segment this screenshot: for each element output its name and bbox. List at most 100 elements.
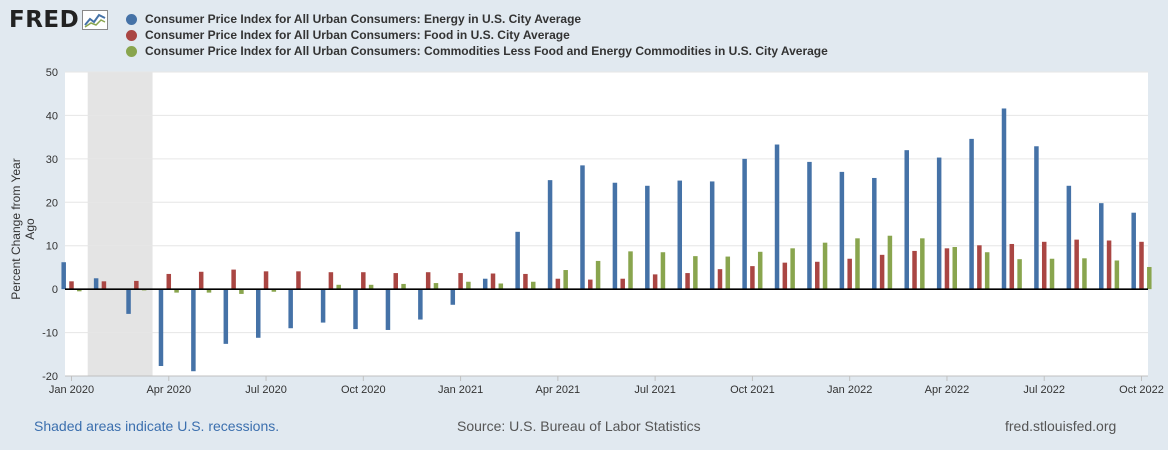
x-tick-label: Oct 2021 <box>730 384 775 396</box>
bar <box>920 238 925 290</box>
legend-label-energy: Consumer Price Index for All Urban Consu… <box>145 12 582 26</box>
bar <box>912 250 917 290</box>
bar <box>174 289 179 293</box>
x-tick-label: Jul 2020 <box>245 384 287 396</box>
y-tick-label: -10 <box>42 328 58 340</box>
bar <box>271 289 277 292</box>
bar <box>126 289 131 314</box>
bar <box>418 289 423 320</box>
bar <box>1066 185 1072 290</box>
bar <box>77 289 82 292</box>
bar <box>61 262 66 290</box>
bar <box>839 171 845 290</box>
bar <box>984 252 990 290</box>
bar <box>782 262 788 290</box>
bar <box>458 273 463 290</box>
x-tick-label: Oct 2022 <box>1119 384 1164 396</box>
bar <box>368 284 374 290</box>
bar <box>855 238 860 290</box>
fred-site-link[interactable]: fred.stlouisfed.org <box>1005 418 1117 434</box>
bar <box>320 289 326 323</box>
x-tick-label: Jan 2021 <box>438 384 483 396</box>
bar <box>969 138 974 290</box>
source-note: Source: U.S. Bureau of Labor Statistics <box>457 418 701 434</box>
bar <box>466 281 471 290</box>
bar <box>1009 243 1015 290</box>
y-tick-label: 10 <box>46 241 58 253</box>
fred-logo[interactable]: FRED <box>9 7 109 33</box>
bar <box>1049 258 1055 290</box>
y-tick-label: -20 <box>42 371 58 383</box>
bar <box>580 165 585 290</box>
bar <box>482 278 488 290</box>
bar <box>847 258 852 290</box>
bar <box>134 280 139 290</box>
bar <box>547 180 553 290</box>
line-graph-icon <box>82 10 109 30</box>
y-tick-label: 20 <box>46 197 58 209</box>
bar <box>620 278 625 290</box>
bar <box>223 289 229 344</box>
bar <box>807 161 812 290</box>
y-axis-label: Percent Change from Year Ago <box>9 158 37 300</box>
bar <box>822 242 828 290</box>
bar <box>255 289 261 338</box>
bar <box>328 272 334 290</box>
bar <box>952 247 958 290</box>
bar <box>588 279 593 290</box>
bar <box>725 256 731 290</box>
bar <box>936 157 942 290</box>
bar <box>433 283 439 290</box>
legend-marker-energy <box>126 13 137 25</box>
bar <box>887 235 893 290</box>
bar <box>1001 108 1007 290</box>
y-tick-label: 40 <box>46 110 58 122</box>
legend-marker-food <box>126 29 137 41</box>
bar <box>101 281 107 290</box>
bar <box>69 281 74 290</box>
bar <box>1082 258 1087 290</box>
bar <box>879 254 885 290</box>
chart-legend: Consumer Price Index for All Urban Consu… <box>126 11 828 59</box>
bar <box>206 289 212 293</box>
x-tick-label: Apr 2022 <box>925 384 970 396</box>
bar <box>450 289 456 305</box>
bar <box>296 271 301 290</box>
legend-item-core-commodities[interactable]: Consumer Price Index for All Urban Consu… <box>126 43 828 59</box>
bar <box>336 284 341 290</box>
bar <box>612 182 618 290</box>
bar <box>385 289 391 330</box>
bar <box>677 180 683 290</box>
bar <box>977 245 982 290</box>
bar <box>263 271 269 290</box>
bar <box>790 248 795 290</box>
bar <box>353 289 358 330</box>
x-tick-label: Oct 2020 <box>341 384 386 396</box>
bar <box>693 256 698 290</box>
bar <box>401 283 406 290</box>
bar <box>158 289 164 367</box>
bar <box>191 289 196 372</box>
x-tick-label: Jul 2022 <box>1023 384 1065 396</box>
bar <box>166 273 172 290</box>
bar <box>530 281 536 290</box>
bar <box>750 266 755 290</box>
x-tick-label: Jan 2022 <box>827 384 872 396</box>
bar <box>815 261 820 290</box>
bar <box>425 272 431 290</box>
y-tick-label: 30 <box>46 154 58 166</box>
legend-item-food[interactable]: Consumer Price Index for All Urban Consu… <box>126 27 828 43</box>
bar <box>1147 266 1152 290</box>
x-tick-label: Jan 2020 <box>49 384 94 396</box>
bar <box>685 273 690 290</box>
bar <box>393 273 398 290</box>
legend-label-food: Consumer Price Index for All Urban Consu… <box>145 28 570 42</box>
y-tick-label: 0 <box>52 284 58 296</box>
recession-shading <box>87 72 153 376</box>
bar <box>872 177 877 290</box>
fred-logo-text: FRED <box>9 7 80 33</box>
legend-item-energy[interactable]: Consumer Price Index for All Urban Consu… <box>126 11 828 27</box>
recession-note-link[interactable]: Shaded areas indicate U.S. recessions. <box>34 418 280 434</box>
bar <box>1106 240 1112 290</box>
bar <box>742 158 747 290</box>
